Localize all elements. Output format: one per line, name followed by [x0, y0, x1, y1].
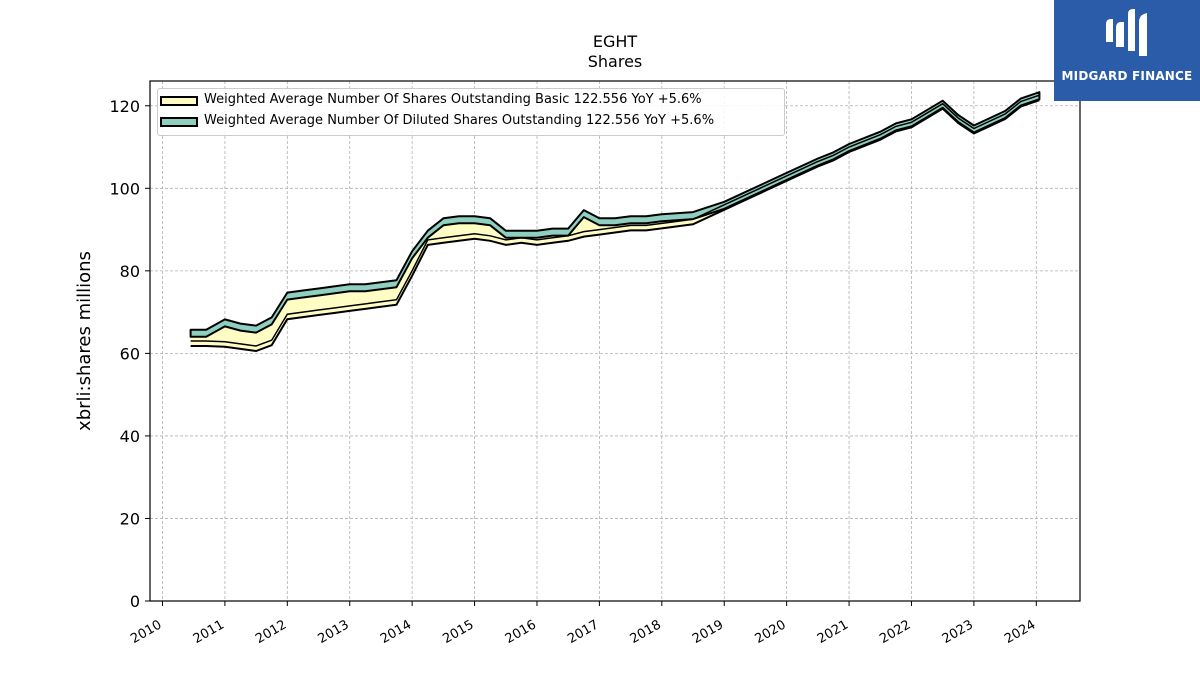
- plot-frame: [149, 80, 1081, 602]
- legend-label-basic: Weighted Average Number Of Shares Outsta…: [204, 92, 702, 107]
- brand-name: MIDGARD FINANCE: [1061, 69, 1193, 83]
- y-tick-label: 60: [120, 344, 140, 363]
- legend: Weighted Average Number Of Shares Outsta…: [157, 88, 785, 136]
- x-tick-label: 2012: [253, 617, 289, 647]
- y-tick-label: 20: [120, 509, 140, 528]
- chart-title: EGHT: [592, 32, 638, 51]
- series-line-basic-lower: [190, 99, 1040, 353]
- series-lines: [190, 94, 1040, 353]
- y-tick-label: 80: [120, 262, 140, 281]
- y-tick-label: 40: [120, 427, 140, 446]
- y-axis-label: xbrli:shares millions: [74, 251, 95, 431]
- x-tick-label: 2016: [503, 617, 539, 647]
- x-tick-label: 2019: [690, 617, 726, 647]
- x-tick-label: 2018: [628, 617, 664, 647]
- x-tick-label: 2011: [191, 617, 227, 647]
- legend-swatch-diluted: [160, 117, 198, 127]
- x-tick-label: 2017: [565, 617, 601, 647]
- x-tick-label: 2015: [440, 617, 476, 647]
- x-tick-label: 2014: [378, 617, 414, 647]
- chart-subtitle: Shares: [587, 52, 643, 71]
- x-tick-label: 2013: [316, 617, 352, 647]
- brand-logo: MIDGARD FINANCE: [1054, 0, 1200, 101]
- grid: [150, 81, 1080, 602]
- legend-swatch-basic: [160, 96, 198, 106]
- legend-label-diluted: Weighted Average Number Of Diluted Share…: [204, 113, 715, 128]
- x-tick-label: 2021: [815, 617, 851, 647]
- y-tick-label: 100: [109, 179, 140, 198]
- y-tick-label: 120: [109, 97, 140, 116]
- x-tick-label: 2020: [752, 617, 788, 647]
- y-tick-label: 0: [130, 592, 140, 611]
- x-tick-label: 2022: [877, 617, 913, 647]
- x-tick-label: 2010: [128, 617, 164, 647]
- series-line-basic: [190, 94, 1040, 347]
- x-tick-label: 2023: [940, 617, 976, 647]
- x-axis: 2010 2011 2012 2013 2014 2015 2016 2017 2018 2019…: [128, 601, 1038, 647]
- series-area-diluted: [189, 91, 1041, 338]
- x-tick-label: 2024: [1002, 617, 1038, 647]
- y-axis: 0 20 40 60 80 100 120: [109, 97, 150, 611]
- logo-mark-icon: [1106, 9, 1147, 56]
